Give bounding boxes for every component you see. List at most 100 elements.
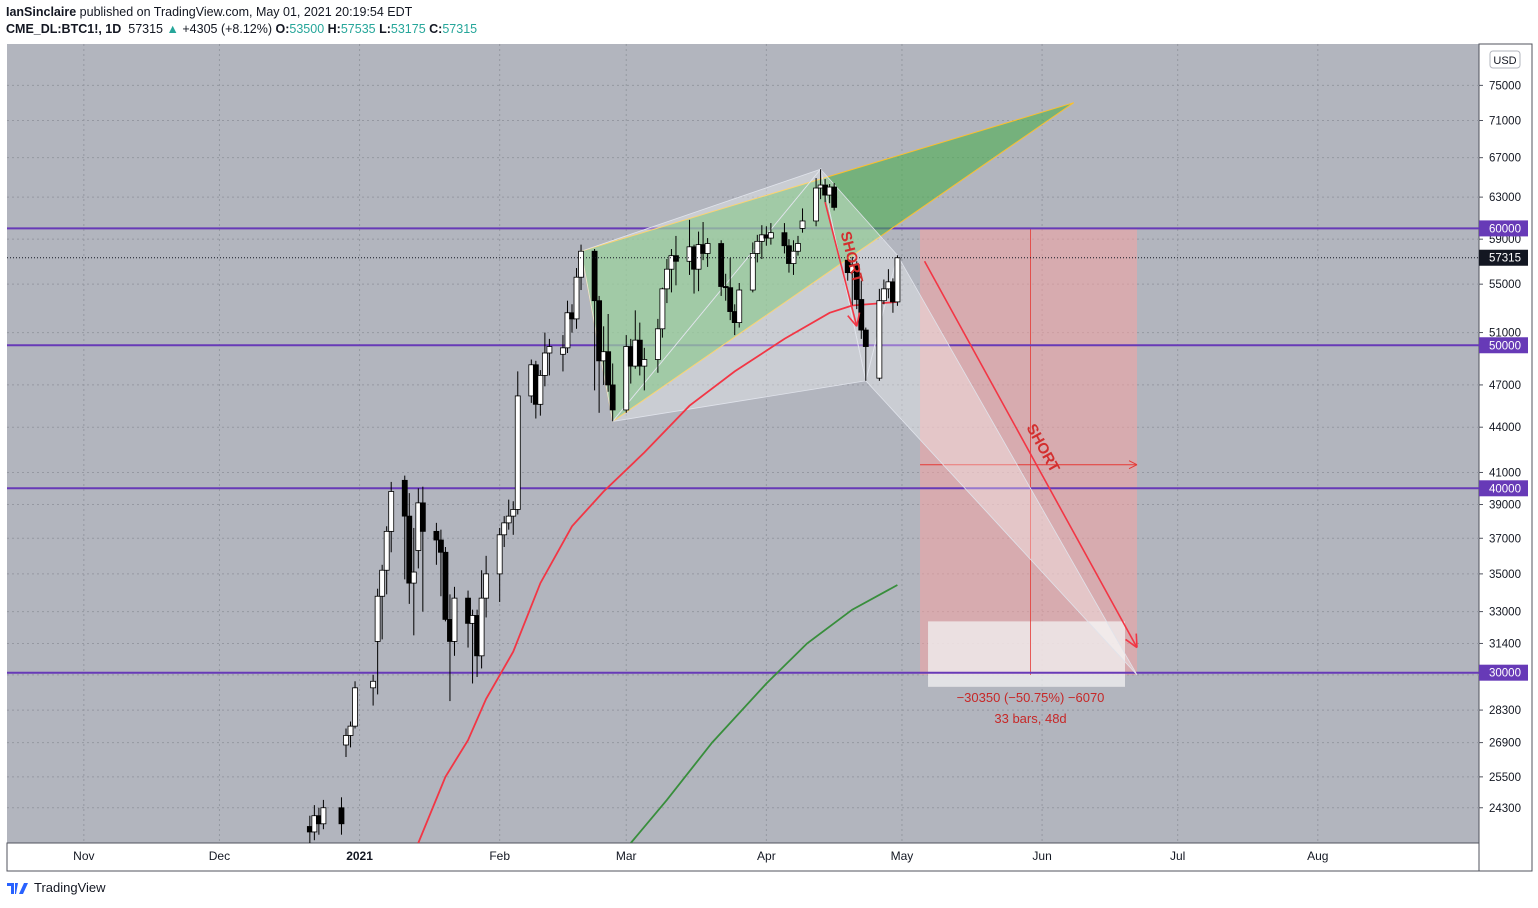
candle-body xyxy=(406,515,413,584)
candle-body xyxy=(352,687,358,727)
candle-body xyxy=(862,329,869,347)
candle-body xyxy=(401,479,408,517)
candle-body xyxy=(813,187,819,222)
candle-body xyxy=(831,186,838,208)
candle-body xyxy=(433,530,440,541)
candle xyxy=(338,797,345,835)
candle xyxy=(673,235,679,286)
candle xyxy=(514,371,521,515)
candle-body xyxy=(853,264,860,300)
level-price-label: 30000 xyxy=(1489,668,1521,680)
candle-body xyxy=(419,502,426,532)
plot-area xyxy=(7,44,1479,843)
currency-badge xyxy=(1489,50,1521,69)
candle-body xyxy=(438,539,444,553)
candle xyxy=(573,268,580,329)
price-tick-label: 59000 xyxy=(1489,234,1521,246)
candle-body xyxy=(501,522,508,536)
candle xyxy=(343,728,349,758)
short-entry-arrow-head xyxy=(847,315,858,327)
candle-body xyxy=(374,595,381,642)
price-tick-label: 25500 xyxy=(1489,772,1521,784)
candle xyxy=(510,501,517,535)
short-stats-line-2: 33 bars, 48d xyxy=(994,711,1066,726)
candle xyxy=(465,590,471,648)
level-price-label: 60000 xyxy=(1489,223,1521,235)
time-tick-label: Mar xyxy=(616,849,637,863)
open-label: O: xyxy=(275,22,290,36)
time-axis xyxy=(6,842,1480,872)
low-value: 53175 xyxy=(390,22,426,36)
candle-body xyxy=(876,300,883,379)
short-entry-arrowhead xyxy=(1128,464,1138,470)
level-price-label: 40000 xyxy=(1489,483,1521,495)
candle-body xyxy=(347,725,354,736)
price-tick-label: 35000 xyxy=(1489,569,1521,581)
candle-body xyxy=(338,807,345,825)
level-price-tag xyxy=(1479,480,1528,497)
candle-body xyxy=(880,288,887,302)
candle xyxy=(722,273,729,301)
candle xyxy=(664,259,670,304)
time-tick-label: Dec xyxy=(209,849,230,863)
last-price: 57315 xyxy=(128,22,164,36)
candle-body xyxy=(388,491,395,532)
candle xyxy=(374,588,381,695)
candle-body xyxy=(537,375,544,405)
candle-body xyxy=(496,534,503,575)
candle-body xyxy=(659,288,666,330)
close-value: 57315 xyxy=(442,22,478,36)
candle xyxy=(609,363,616,422)
candle xyxy=(442,546,449,622)
candle xyxy=(695,231,702,292)
candle-body xyxy=(736,289,743,323)
publish-line: IanSinclaire published on TradingView.co… xyxy=(6,4,477,21)
candle xyxy=(767,223,774,245)
high-label: H: xyxy=(327,22,341,36)
time-tick-label: Jul xyxy=(1170,849,1185,863)
candle xyxy=(320,799,327,830)
candle-body xyxy=(564,312,571,349)
time-tick-label: Jun xyxy=(1032,849,1051,863)
tradingview-logo-icon[interactable] xyxy=(6,879,30,895)
candle-body xyxy=(754,240,761,254)
short-target-arrow xyxy=(923,260,1138,648)
short-target-arrow-head xyxy=(1125,638,1138,649)
price-tick-label: 24300 xyxy=(1489,803,1521,815)
ohlc-line: CME_DL:BTC1!, 1D 57315 ▲ +4305 (+8.12%) … xyxy=(6,21,477,38)
candle xyxy=(654,318,661,373)
candle-body xyxy=(410,571,417,584)
candle xyxy=(537,370,544,416)
candle xyxy=(853,261,860,310)
candle xyxy=(438,529,444,597)
candle xyxy=(799,208,806,233)
chart-header: IanSinclaire published on TradingView.co… xyxy=(6,4,477,38)
candle-body xyxy=(541,352,548,376)
candle xyxy=(862,327,869,381)
price-tick-label: 51000 xyxy=(1489,328,1521,340)
candle xyxy=(483,555,490,618)
author-name[interactable]: IanSinclaire xyxy=(6,5,77,19)
tradingview-brand[interactable]: TradingView xyxy=(34,879,106,895)
candle xyxy=(564,300,571,354)
symbol-label[interactable]: CME_DL:BTC1!, 1D xyxy=(6,22,122,36)
candle-body xyxy=(514,395,521,510)
candle-body xyxy=(320,807,327,825)
candle xyxy=(541,332,548,387)
last-price-label: 57315 xyxy=(1489,253,1521,265)
change-value: +4305 (+8.12%) xyxy=(182,22,273,36)
candle-body xyxy=(795,243,801,252)
price-tick-label: 55000 xyxy=(1489,279,1521,291)
candle-body xyxy=(799,220,806,229)
candle xyxy=(505,499,512,530)
candle xyxy=(894,255,901,306)
candle xyxy=(352,681,358,729)
candle xyxy=(636,322,643,376)
price-tick-label: 33000 xyxy=(1489,607,1521,619)
level-price-tag xyxy=(1479,220,1528,237)
candle xyxy=(401,475,408,580)
price-tick-label: 26900 xyxy=(1489,738,1521,750)
candle xyxy=(736,283,743,328)
